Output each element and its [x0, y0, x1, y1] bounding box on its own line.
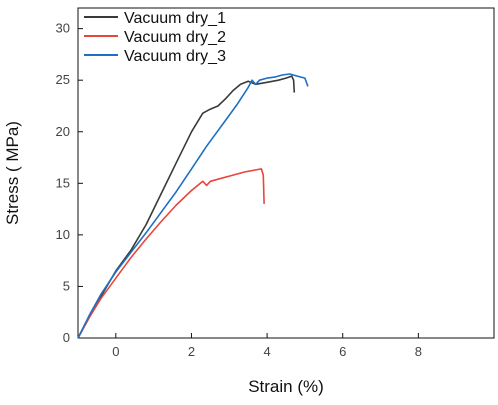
x-axis-title: Strain (%) — [248, 377, 324, 396]
plot-frame — [77, 7, 495, 339]
y-tick-label: 15 — [56, 175, 70, 190]
legend-label-1: Vacuum dry_1 — [124, 10, 226, 27]
x-tick-label: 0 — [112, 344, 119, 359]
y-tick-label: 10 — [56, 227, 70, 242]
axis-tick-labels: 0 2 4 6 8 0 5 10 15 20 25 30 — [56, 21, 422, 359]
series-line-2 — [77, 168, 265, 339]
legend-label-2: Vacuum dry_2 — [124, 29, 226, 46]
y-tick-label: 25 — [56, 72, 70, 87]
y-axis-title: Stress ( MPa) — [3, 121, 22, 225]
legend: Vacuum dry_1 Vacuum dry_2 Vacuum dry_3 — [84, 10, 226, 65]
series-line-1 — [77, 75, 296, 339]
x-tick-label: 2 — [188, 344, 195, 359]
y-tick-label: 0 — [63, 330, 70, 345]
legend-label-3: Vacuum dry_3 — [124, 48, 226, 65]
data-series — [77, 73, 309, 339]
x-tick-label: 8 — [415, 344, 422, 359]
x-tick-label: 4 — [263, 344, 270, 359]
y-tick-label: 5 — [63, 278, 70, 293]
x-tick-label: 6 — [339, 344, 346, 359]
series-line-3 — [77, 73, 309, 339]
axis-ticks — [78, 28, 419, 339]
y-tick-label: 20 — [56, 124, 70, 139]
y-tick-label: 30 — [56, 21, 70, 36]
